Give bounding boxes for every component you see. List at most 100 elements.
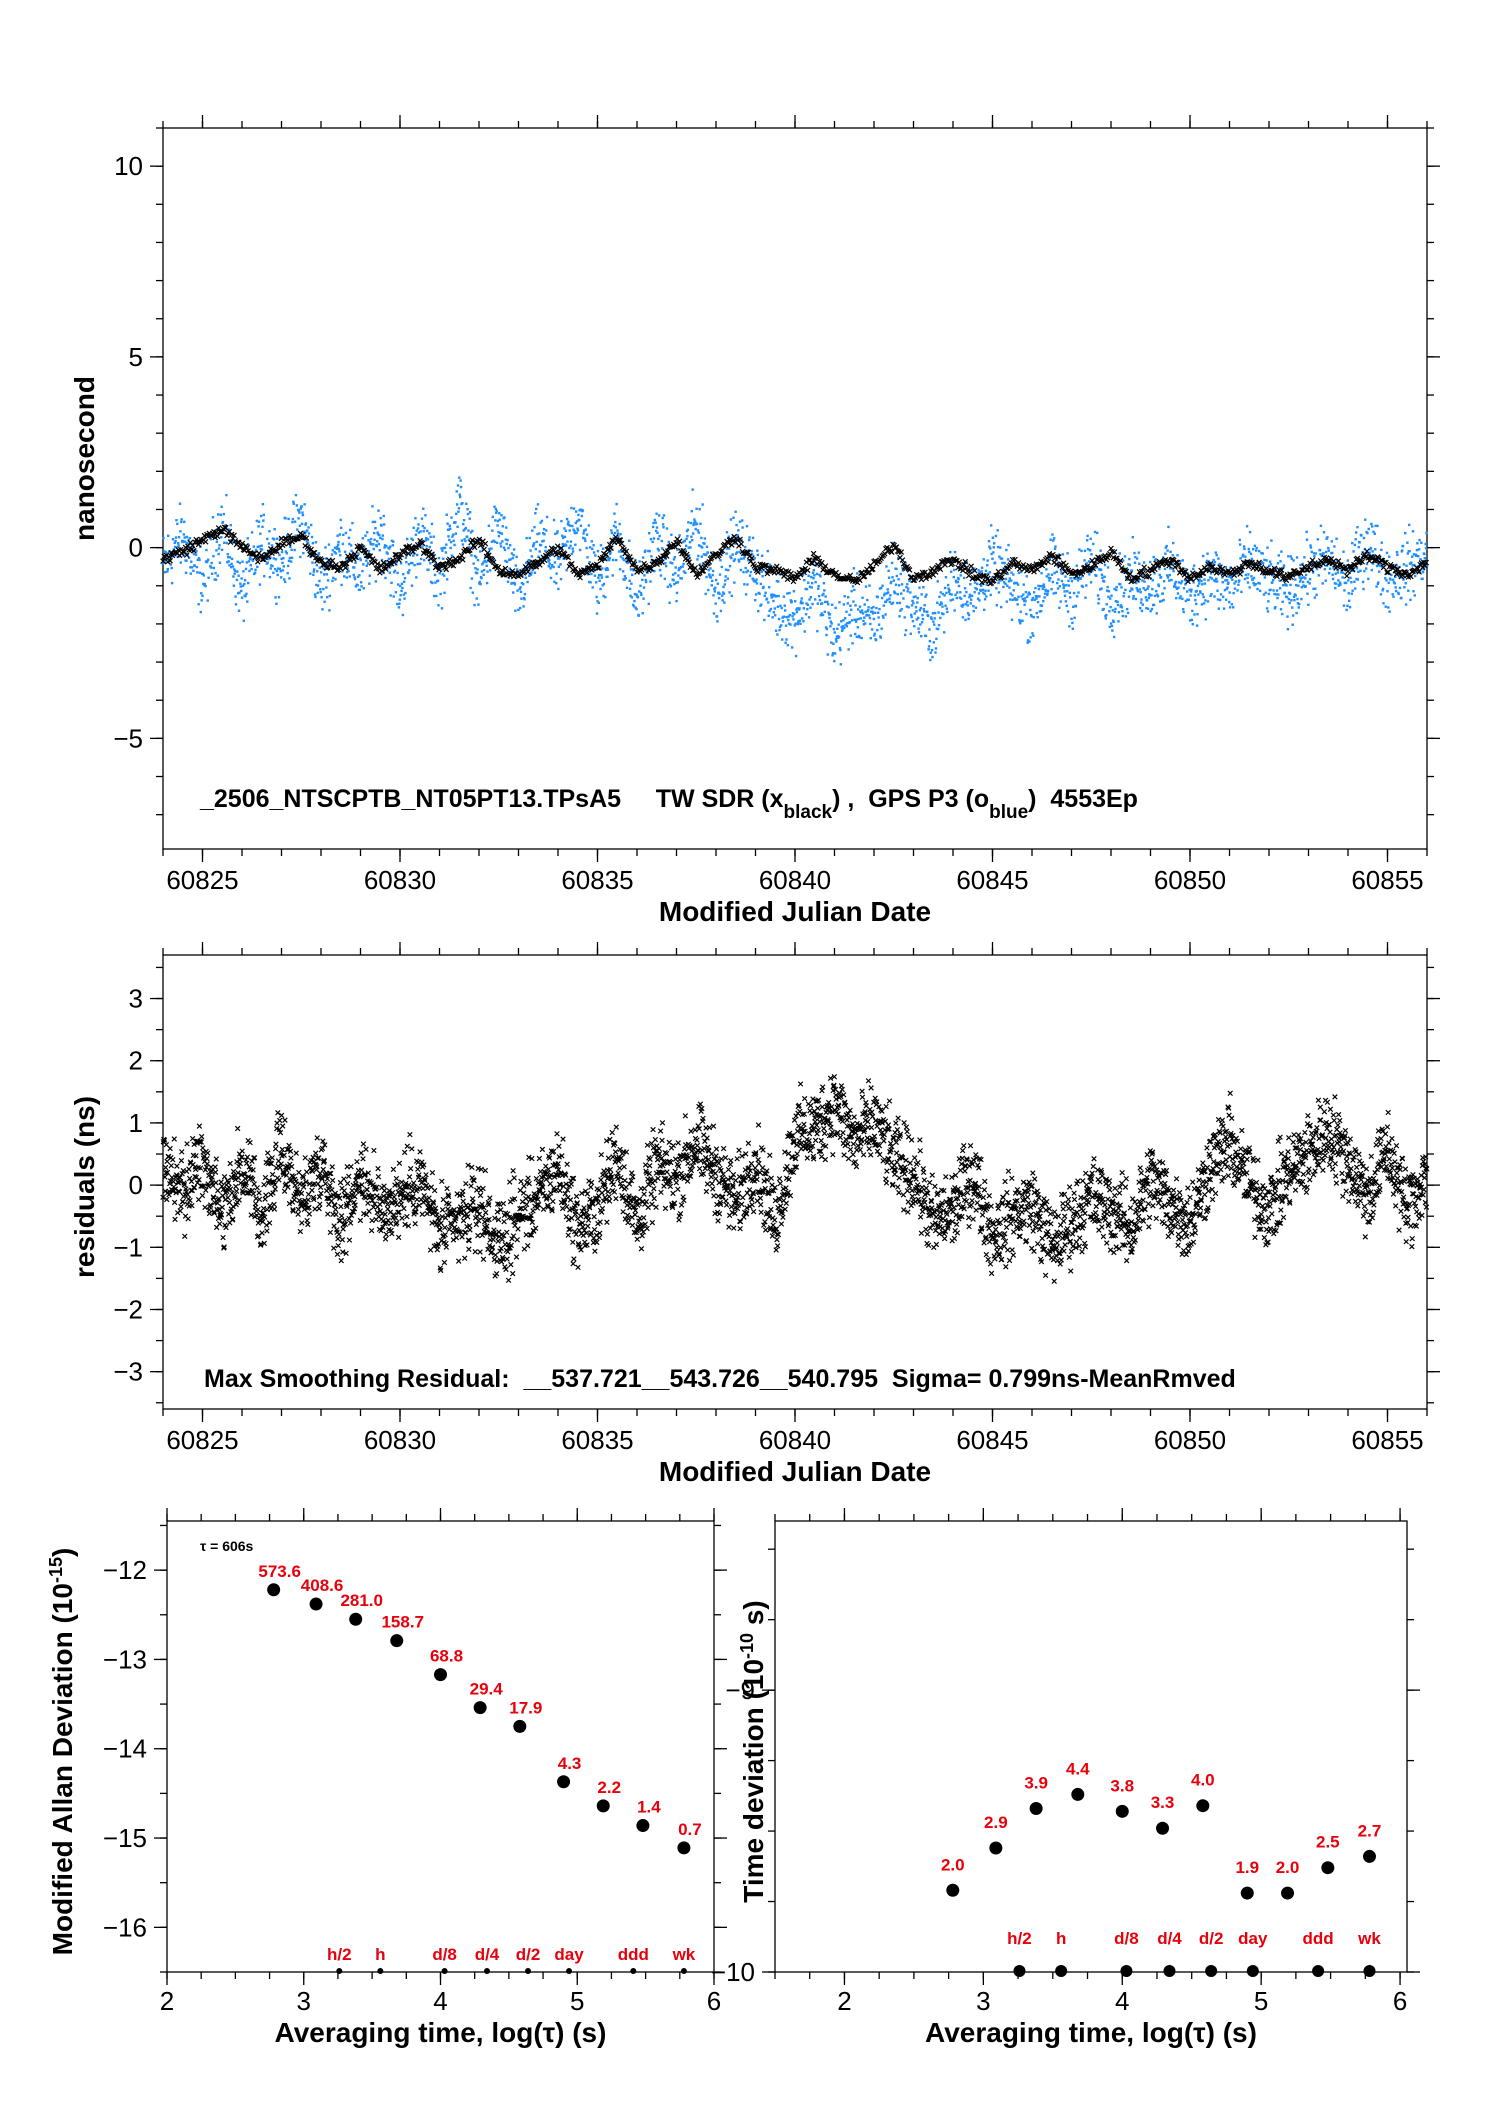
gps-point <box>570 552 574 556</box>
gps-point <box>342 533 345 537</box>
gps-point <box>565 544 568 547</box>
gps-point <box>998 579 1002 582</box>
residual-point <box>233 1183 239 1190</box>
gps-point <box>289 560 293 563</box>
gps-point <box>1424 542 1427 546</box>
gps-point <box>794 622 797 625</box>
gps-point <box>439 569 443 572</box>
gps-point <box>1105 589 1109 592</box>
gps-point <box>827 611 830 614</box>
gps-point <box>438 572 441 575</box>
gps-point <box>698 563 702 566</box>
residual-point <box>383 1197 389 1204</box>
gps-point <box>576 529 580 532</box>
tw-point <box>686 559 692 565</box>
gps-point <box>270 544 274 547</box>
gps-point <box>446 522 449 525</box>
residual-point <box>242 1175 248 1182</box>
gps-point <box>1363 569 1366 573</box>
gps-point <box>1327 546 1330 550</box>
gps-point <box>1291 614 1295 617</box>
gps-point <box>616 529 619 532</box>
gps-point <box>499 545 503 548</box>
gps-point <box>1238 543 1242 546</box>
gps-point <box>778 625 782 629</box>
gps-point <box>952 575 955 579</box>
gps-point <box>171 538 175 541</box>
gps-point <box>959 597 963 600</box>
gps-point <box>596 600 599 603</box>
gps-point <box>732 559 736 563</box>
gps-point <box>390 581 393 585</box>
residual-point <box>405 1223 412 1229</box>
gps-point <box>496 519 500 523</box>
gps-point <box>415 529 418 532</box>
gps-point <box>183 536 186 539</box>
gps-point <box>269 556 272 559</box>
gps-point <box>543 533 546 536</box>
gps-point <box>1352 550 1355 553</box>
residual-point <box>218 1212 225 1218</box>
gps-point <box>437 604 440 607</box>
gps-point <box>840 620 843 623</box>
gps-point <box>276 567 280 570</box>
gps-point <box>493 505 496 508</box>
gps-point <box>1252 581 1255 585</box>
gps-point <box>737 558 740 562</box>
gps-point <box>422 558 426 562</box>
gps-point <box>722 585 725 589</box>
residual-point <box>219 1204 226 1210</box>
gps-point <box>369 542 372 546</box>
gps-point <box>893 590 896 593</box>
gps-point <box>944 576 948 579</box>
gps-point <box>1008 586 1011 589</box>
gps-point <box>501 525 504 528</box>
gps-point <box>929 616 933 619</box>
gps-point <box>978 599 981 602</box>
gps-point <box>945 591 948 595</box>
gps-point <box>1294 578 1297 581</box>
gps-point <box>1323 567 1327 571</box>
gps-point <box>737 529 740 532</box>
gps-point <box>362 587 365 590</box>
gps-point <box>823 589 826 592</box>
gps-point <box>723 601 726 604</box>
gps-point <box>249 564 252 567</box>
gps-point <box>380 524 383 527</box>
gps-point <box>528 574 531 577</box>
gps-point <box>411 538 415 542</box>
gps-point <box>385 544 388 548</box>
gps-point <box>477 603 480 606</box>
gps-point <box>262 513 266 517</box>
gps-point <box>1128 589 1132 593</box>
gps-point <box>1155 612 1158 615</box>
gps-point <box>1055 570 1058 574</box>
tw-point <box>596 565 602 571</box>
gps-point <box>1179 595 1182 598</box>
gps-point <box>230 562 233 566</box>
gps-point <box>1117 620 1120 623</box>
gps-point <box>1004 582 1007 585</box>
gps-point <box>434 581 437 584</box>
gps-point <box>1379 564 1382 568</box>
gps-point <box>1228 591 1231 594</box>
gps-point <box>403 577 407 580</box>
gps-point <box>1403 586 1406 589</box>
tw-point <box>471 544 478 551</box>
residual-point <box>327 1229 334 1236</box>
tw-point <box>676 538 683 544</box>
gps-point <box>977 569 980 572</box>
residual-point <box>416 1202 423 1209</box>
gps-point <box>858 605 862 608</box>
gps-point <box>1153 572 1156 575</box>
residual-point <box>358 1150 364 1156</box>
residual-point <box>351 1199 357 1206</box>
gps-point <box>278 553 281 557</box>
gps-point <box>763 618 766 622</box>
gps-point <box>601 567 604 570</box>
gps-point <box>679 565 683 569</box>
gps-point <box>1109 605 1112 609</box>
gps-point <box>1142 586 1145 590</box>
residual-point <box>279 1123 286 1129</box>
gps-point <box>475 571 479 575</box>
